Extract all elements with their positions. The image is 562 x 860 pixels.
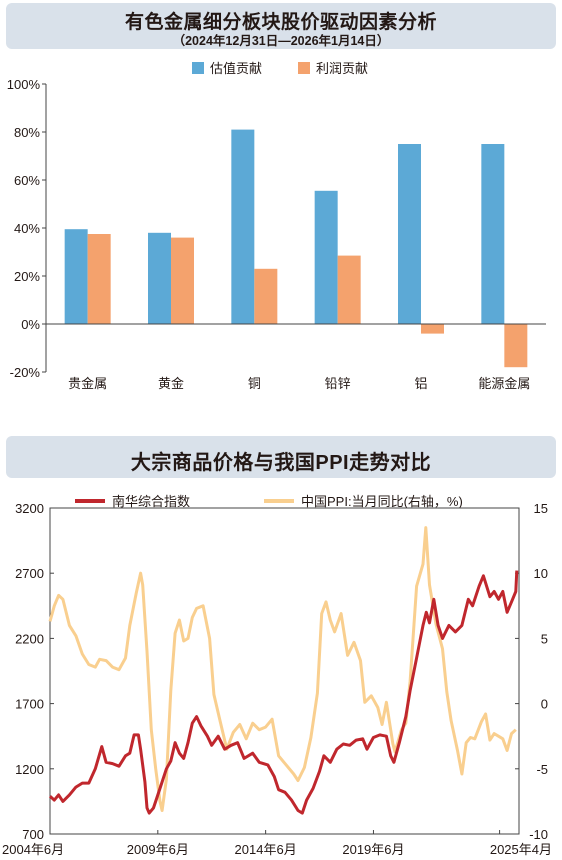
bar-valuation — [481, 144, 505, 324]
bar-profit — [87, 234, 111, 324]
left-y-tick-label: 2200 — [15, 631, 44, 646]
x-axis-ticks: 2004年6月 2009年6月 2014年6月 2019年6月 2025年4月 — [2, 830, 552, 857]
left-y-tick-label: 700 — [22, 827, 44, 842]
left-y-tick-label: 1700 — [15, 697, 44, 712]
x-tick-label: 2009年6月 — [127, 842, 189, 857]
right-y-ticks: 15 10 5 0 -5 -10 — [515, 501, 548, 842]
chart2-title-bar: 大宗商品价格与我国PPI走势对比 — [6, 436, 556, 478]
y-axis-ticks: 100% 80% 60% 40% 20% 0% -20% — [7, 77, 46, 380]
category-label: 铅锌 — [325, 376, 351, 391]
right-y-tick-label: 10 — [534, 566, 548, 581]
category-label: 黄金 — [158, 376, 184, 391]
legend-label-valuation: 估值贡献 — [210, 61, 262, 76]
y-tick-label: 60% — [14, 173, 40, 188]
chart1-title: 有色金属细分板块股价驱动因素分析 — [124, 12, 437, 33]
category-label: 铝 — [414, 376, 427, 391]
bar-legend: 估值贡献 利润贡献 — [192, 61, 368, 76]
category-labels: 贵金属 黄金 铜 铅锌 铝 能源金属 — [68, 376, 530, 391]
x-tick-label: 2014年6月 — [235, 842, 297, 857]
bar-profit — [171, 237, 194, 324]
left-y-tick-label: 1200 — [15, 762, 44, 777]
line-legend: 南华综合指数 中国PPI:当月同比(右轴，%) — [75, 494, 463, 509]
left-y-ticks: 3200 2700 2200 1700 1200 700 — [15, 501, 54, 842]
legend-swatch-valuation — [192, 62, 204, 74]
nanhua-index-line — [48, 570, 519, 815]
category-label: 铜 — [248, 376, 261, 391]
bar-valuation — [314, 190, 338, 324]
right-y-tick-label: 5 — [541, 631, 548, 646]
line-chart: 南华综合指数 中国PPI:当月同比(右轴，%) 3200 2700 2200 1700… — [2, 494, 552, 857]
chart2-title: 大宗商品价格与我国PPI走势对比 — [130, 452, 432, 474]
y-tick-label: -20% — [10, 365, 41, 380]
x-tick-label: 2004年6月 — [2, 842, 64, 857]
y-tick-label: 100% — [7, 77, 41, 92]
y-tick-label: 0% — [21, 317, 40, 332]
legend-swatch-profit — [298, 62, 310, 74]
legend-label-nanhua: 南华综合指数 — [112, 494, 190, 509]
right-y-tick-label: 0 — [541, 697, 548, 712]
bar-chart: 估值贡献 利润贡献 100% 80% 60% 40% 20% 0% -20% 贵金属 黄金 铜 铅… — [7, 61, 546, 391]
category-label: 贵金属 — [68, 376, 107, 391]
bar-valuation — [64, 229, 88, 324]
right-y-tick-label: -10 — [529, 827, 548, 842]
bar-profit — [421, 324, 444, 334]
left-y-tick-label: 2700 — [15, 566, 44, 581]
bar-valuation — [231, 129, 255, 324]
right-y-tick-label: 15 — [534, 501, 548, 516]
y-tick-label: 20% — [14, 269, 40, 284]
chart1-title-bar: 有色金属细分板块股价驱动因素分析 （2024年12月31日—2026年1月14日… — [6, 3, 556, 49]
bar-valuation — [148, 232, 171, 324]
left-y-tick-label: 3200 — [15, 501, 44, 516]
right-y-tick-label: -5 — [536, 762, 548, 777]
chart1-subtitle: （2024年12月31日—2026年1月14日） — [172, 34, 390, 48]
category-label: 能源金属 — [478, 376, 530, 391]
bar-profit — [504, 324, 528, 368]
y-tick-label: 40% — [14, 221, 40, 236]
legend-label-ppi: 中国PPI:当月同比(右轴，%) — [301, 494, 463, 509]
bars — [64, 129, 528, 368]
bar-profit — [254, 268, 278, 324]
ppi-line — [48, 526, 517, 812]
bar-profit — [337, 255, 361, 324]
x-tick-label: 2019年6月 — [342, 842, 404, 857]
x-tick-label: 2025年4月 — [490, 842, 552, 857]
bar-valuation — [398, 144, 421, 324]
y-tick-label: 80% — [14, 125, 40, 140]
legend-label-profit: 利润贡献 — [316, 61, 368, 76]
plot-frame — [49, 507, 520, 835]
